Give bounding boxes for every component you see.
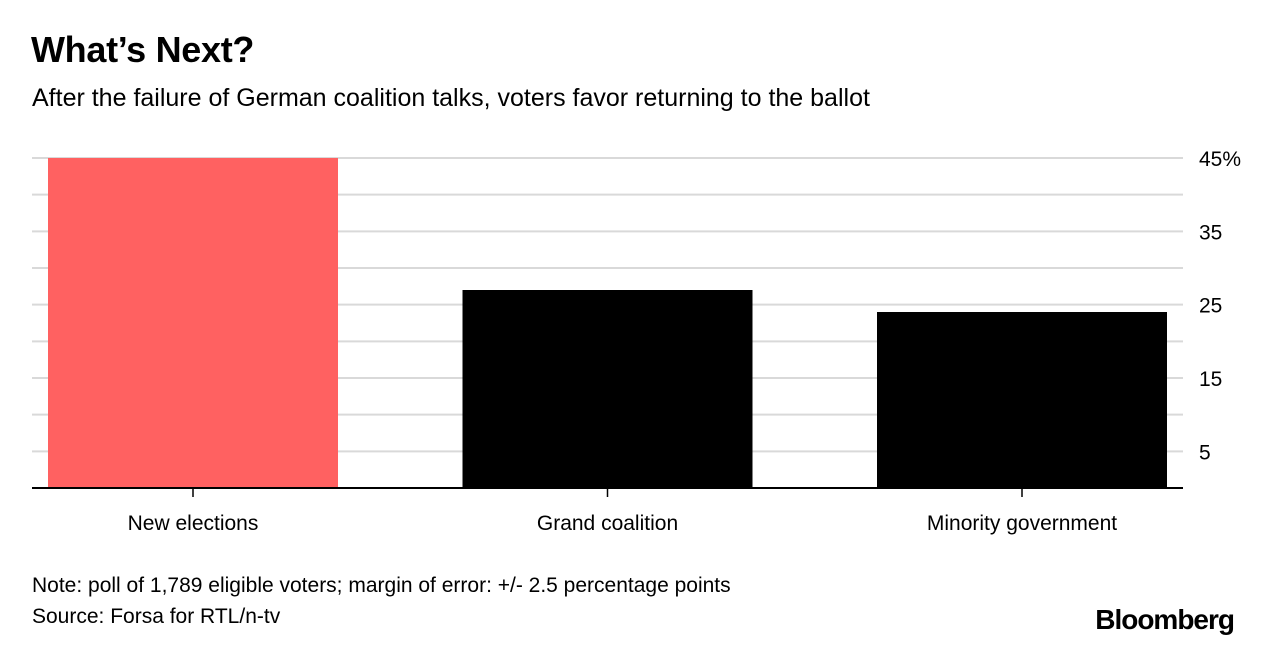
- y-tick-label: 25: [1199, 295, 1222, 318]
- x-axis: [32, 487, 1183, 497]
- x-tick-label: Minority government: [927, 512, 1117, 535]
- bloomberg-logo: Bloomberg: [1095, 604, 1235, 635]
- y-tick-label: 15: [1199, 368, 1222, 391]
- x-tick-label: Grand coalition: [537, 512, 678, 535]
- chart-subtitle: After the failure of German coalition ta…: [32, 84, 870, 112]
- y-tick-label: 5: [1199, 441, 1211, 464]
- chart-note: Note: poll of 1,789 eligible voters; mar…: [32, 574, 731, 597]
- chart-title: What’s Next?: [31, 29, 255, 70]
- y-tick-label: 35: [1199, 221, 1222, 244]
- bars: [48, 158, 1167, 488]
- y-axis-tick-labels: 5 15 25 35 45%: [1199, 148, 1241, 464]
- chart-source: Source: Forsa for RTL/n-tv: [32, 605, 281, 628]
- bar-chart: 5 15 25 35 45% New elections Grand coalition M…: [32, 148, 1241, 535]
- bar-new-elections: [48, 158, 338, 488]
- y-tick-label: 45%: [1199, 148, 1241, 171]
- bar-minority-government: [877, 312, 1167, 488]
- bar-grand-coalition: [462, 290, 753, 488]
- x-tick-label: New elections: [128, 512, 259, 535]
- x-axis-category-labels: New elections Grand coalition Minority gov…: [128, 512, 1118, 535]
